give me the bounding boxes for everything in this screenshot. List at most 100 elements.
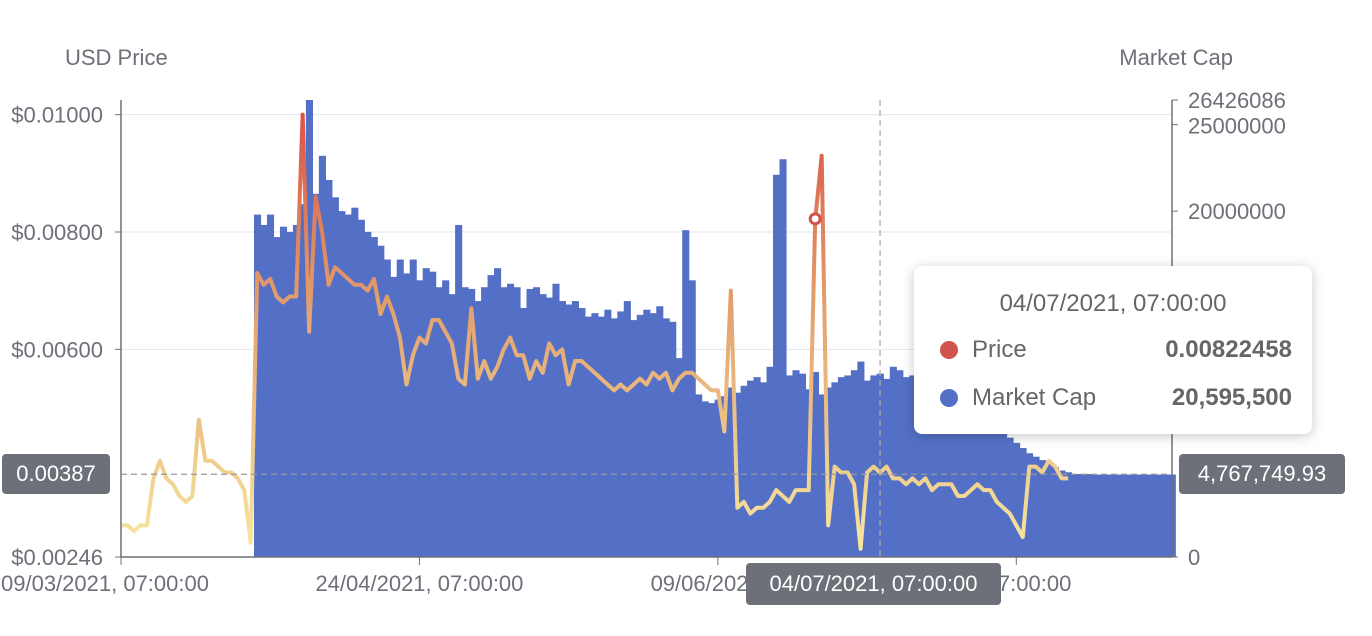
left-tick-label: $0.00246 xyxy=(11,545,103,570)
tooltip-price-value: 0.00822458 xyxy=(1165,336,1292,363)
tooltip-market-cap-value: 20,595,500 xyxy=(1171,384,1292,411)
market-cap-bar xyxy=(798,373,807,557)
market-cap-bar xyxy=(338,211,346,557)
market-cap-bar xyxy=(383,259,391,557)
crosshair-price-label: 0.00387 xyxy=(2,454,110,494)
market-cap-bar xyxy=(617,311,625,557)
market-cap-bar xyxy=(1110,474,1118,557)
market-cap-bar xyxy=(961,404,969,557)
market-cap-bar xyxy=(714,399,722,557)
market-cap-bar xyxy=(409,259,417,557)
market-cap-bar xyxy=(331,197,339,558)
market-cap-bar xyxy=(1129,474,1137,557)
market-cap-bar xyxy=(584,316,592,557)
market-cap-bar xyxy=(396,259,404,557)
tooltip-market-cap-name: Market Cap xyxy=(972,384,1097,411)
market-cap-bar xyxy=(1097,474,1105,557)
market-cap-bar xyxy=(1149,474,1157,557)
market-cap-bars xyxy=(254,100,1176,558)
market-cap-bar xyxy=(474,301,482,557)
axes: $0.00246 $0.00600 $0.00800 $0.01000 0 2000000… xyxy=(1,88,1286,596)
x-tick-label: 09/03/2021, 07:00:00 xyxy=(1,571,209,596)
market-cap-bar xyxy=(1116,474,1124,557)
market-cap-bar xyxy=(286,231,294,557)
market-cap-bar xyxy=(532,287,541,557)
market-cap-bar xyxy=(403,273,411,557)
highlight-point xyxy=(808,212,822,226)
market-cap-bar xyxy=(487,275,495,557)
market-cap-bar xyxy=(455,224,463,557)
market-cap-bar xyxy=(863,380,871,557)
market-cap-bar xyxy=(909,375,917,557)
market-cap-bar xyxy=(889,366,897,557)
market-cap-bar xyxy=(539,294,547,557)
market-cap-bar xyxy=(695,394,703,557)
market-cap-bar xyxy=(760,382,768,557)
market-cap-bar xyxy=(753,377,761,557)
tooltip-price-name: Price xyxy=(972,336,1027,363)
market-cap-bar xyxy=(357,219,365,557)
market-cap-bar xyxy=(844,375,852,557)
market-cap-bar xyxy=(1142,474,1150,557)
market-cap-bar xyxy=(785,375,794,557)
market-cap-bar xyxy=(266,214,275,557)
market-cap-bar xyxy=(993,427,1001,557)
market-cap-bar xyxy=(682,230,690,557)
market-cap-bar xyxy=(494,268,502,557)
market-cap-bar xyxy=(630,320,638,557)
market-cap-bar xyxy=(1058,470,1066,557)
market-cap-bar xyxy=(623,301,631,557)
market-cap-bar xyxy=(649,313,657,557)
market-cap-bar xyxy=(811,371,820,557)
market-cap-bar xyxy=(928,389,936,557)
market-cap-bar xyxy=(708,403,716,557)
market-cap-bar xyxy=(571,301,579,557)
market-cap-bar xyxy=(377,245,385,557)
market-cap-bar xyxy=(773,174,781,557)
market-cap-bar xyxy=(299,204,307,557)
market-cap-bar xyxy=(721,396,729,557)
tooltip-row-price: Price 0.00822458 xyxy=(940,334,1292,366)
market-cap-bar xyxy=(254,214,262,557)
market-cap-bar xyxy=(435,287,443,557)
market-cap-bar xyxy=(792,370,800,557)
market-cap-bar xyxy=(260,224,268,557)
market-cap-bar xyxy=(727,387,735,557)
market-cap-bar xyxy=(461,287,469,557)
market-cap-bar xyxy=(1039,460,1047,557)
market-cap-bar xyxy=(1013,442,1021,557)
market-cap-bar xyxy=(1084,473,1092,557)
market-cap-bar xyxy=(442,280,450,557)
market-cap-bar xyxy=(1162,474,1170,557)
market-cap-bar xyxy=(1019,448,1027,557)
market-cap-bar xyxy=(597,316,605,557)
market-cap-bar xyxy=(507,283,515,557)
market-cap-bar xyxy=(1006,437,1014,557)
market-cap-bar xyxy=(850,370,858,557)
market-cap-bar xyxy=(948,397,956,557)
market-cap-bar xyxy=(513,287,521,557)
right-tick-label: 26426086 xyxy=(1188,88,1286,113)
market-cap-bar xyxy=(1103,474,1111,557)
market-cap-bar xyxy=(902,377,910,557)
market-cap-bar xyxy=(429,271,437,557)
market-cap-bar xyxy=(526,288,534,557)
market-cap-bar xyxy=(701,401,709,557)
market-cap-bar xyxy=(364,231,372,557)
price-line xyxy=(121,112,1069,551)
market-cap-bar xyxy=(351,207,359,558)
market-cap-bar xyxy=(837,377,845,557)
market-cap-bar xyxy=(273,237,281,557)
market-cap-bar xyxy=(915,378,923,557)
market-cap-bar xyxy=(500,287,508,557)
market-cap-bar xyxy=(578,307,586,557)
crosshair xyxy=(121,100,1172,557)
market-cap-bar xyxy=(1045,463,1053,557)
market-cap-bar xyxy=(468,288,476,557)
tooltip-row-market-cap: Market Cap 20,595,500 xyxy=(940,382,1292,414)
market-cap-bar xyxy=(740,385,748,557)
market-cap-bar xyxy=(370,237,378,557)
market-cap-bar xyxy=(1026,453,1034,557)
market-cap-bar xyxy=(980,416,988,557)
